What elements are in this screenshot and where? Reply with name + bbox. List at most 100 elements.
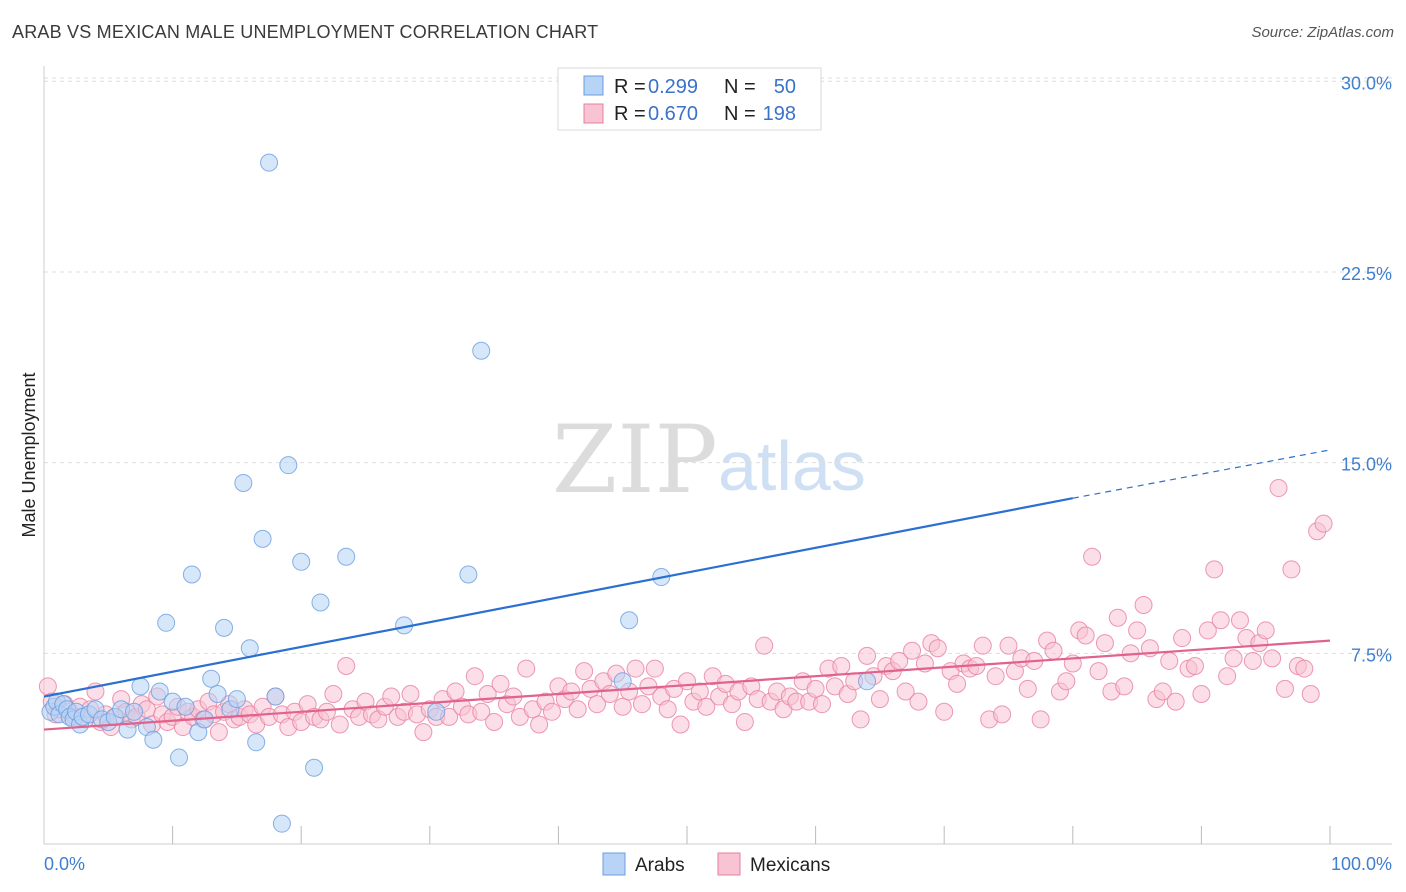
arabs-point (170, 748, 189, 767)
chart-title: ARAB VS MEXICAN MALE UNEMPLOYMENT CORREL… (12, 22, 599, 42)
mexicans-point (1128, 621, 1147, 640)
arabs-point (427, 702, 446, 721)
x-tick-label-min: 0.0% (44, 854, 85, 874)
mexicans-point (973, 636, 992, 655)
mexicans-point (446, 682, 465, 701)
arabs-point (613, 672, 632, 691)
mexicans-point (658, 700, 677, 719)
mexicans-point (1224, 649, 1243, 668)
mexicans-point (517, 659, 536, 678)
arabs-point (227, 690, 246, 709)
mexicans-point (472, 702, 491, 721)
mexicans-point (1095, 634, 1114, 653)
mexicans-point (1185, 657, 1204, 676)
arabs-point (311, 593, 330, 612)
mexicans-point (1256, 621, 1275, 640)
watermark-atlas: atlas (718, 427, 866, 505)
arabs-point (131, 677, 150, 696)
y-tick-label: 15.0% (1341, 455, 1392, 475)
watermark-zip: ZIP (552, 406, 718, 515)
mexicans-point (832, 657, 851, 676)
mexicans-point (632, 695, 651, 714)
mexicans-point (755, 636, 774, 655)
arabs-point (620, 611, 639, 630)
arabs-point (208, 684, 227, 703)
mexicans-point (928, 639, 947, 658)
arabs-point (247, 733, 266, 752)
mexicans-point (1192, 684, 1211, 703)
mexicans-point (896, 682, 915, 701)
arabs-point (176, 697, 195, 716)
mexicans-point (1031, 710, 1050, 729)
mexicans-point (485, 712, 504, 731)
mexicans-point (1044, 641, 1063, 660)
mexicans-point (1263, 649, 1282, 668)
arabs-point (125, 702, 144, 721)
mexicans-point (1218, 667, 1237, 686)
mexicans-point (1230, 611, 1249, 630)
mexicans-point (999, 636, 1018, 655)
mexicans-point (1160, 651, 1179, 670)
mexicans-point (1089, 662, 1108, 681)
mexicans-point (1134, 596, 1153, 615)
mexicans-point (542, 702, 561, 721)
mexicans-point (613, 697, 632, 716)
mexicans-point (1198, 621, 1217, 640)
arabs-legend-swatch (583, 75, 604, 96)
mexicans-point (1115, 677, 1134, 696)
y-tick-label: 7.5% (1351, 645, 1392, 665)
mexicans-point (851, 710, 870, 729)
trend-lines (43, 449, 1331, 731)
mexicans-bottom-swatch (717, 852, 741, 876)
arabs-n-value: 50 (774, 76, 796, 98)
mexicans-point (903, 641, 922, 660)
mexicans-point (337, 657, 356, 676)
mexicans-point (1153, 682, 1172, 701)
y-axis-tick-labels: 7.5% 15.0% 22.5% 30.0% (1341, 73, 1392, 665)
arabs-trend-extension (1072, 449, 1331, 499)
mexicans-point (645, 659, 664, 678)
arabs-point (144, 730, 163, 749)
arabs-point (279, 456, 298, 475)
mexicans-point (909, 692, 928, 711)
mexicans-point (324, 684, 343, 703)
mexicans-point (935, 702, 954, 721)
mexicans-r-label: R = (614, 103, 646, 125)
mexicans-point (1057, 672, 1076, 691)
arabs-point (240, 639, 259, 658)
mexicans-point (1269, 479, 1288, 498)
arabs-r-value: 0.299 (648, 76, 698, 98)
arabs-bottom-swatch (602, 852, 626, 876)
arabs-trend-line (43, 497, 1074, 698)
mexicans-point (568, 700, 587, 719)
arabs-r-label: R = (614, 76, 646, 98)
mexicans-point (575, 662, 594, 681)
mexicans-point (1295, 659, 1314, 678)
arabs-point (150, 682, 169, 701)
mexicans-point (414, 723, 433, 742)
mexicans-point (1275, 679, 1294, 698)
mexicans-point (1314, 514, 1333, 533)
mexicans-point (948, 674, 967, 693)
mexicans-point (600, 684, 619, 703)
arabs-point (215, 618, 234, 637)
mexicans-point (587, 695, 606, 714)
y-tick-label: 30.0% (1341, 73, 1392, 93)
mexicans-bottom-label: Mexicans (750, 855, 830, 876)
y-tick-label: 22.5% (1341, 264, 1392, 284)
mexicans-trend-line (43, 639, 1331, 731)
stats-legend: R = 0.299 N = 50 R = 0.670 N = 198 (557, 67, 822, 131)
mexicans-point (491, 674, 510, 693)
arabs-point (253, 529, 272, 548)
mexicans-point (1083, 547, 1102, 566)
x-tick-label-max: 100.0% (1331, 854, 1392, 874)
mexicans-point (317, 702, 336, 721)
mexicans-point (986, 667, 1005, 686)
arabs-point (266, 687, 285, 706)
mexicans-point (1243, 651, 1262, 670)
x-axis-ticks (172, 826, 1331, 844)
arabs-bottom-label: Arabs (635, 855, 685, 876)
mexicans-n-value: 198 (763, 103, 796, 125)
mexicans-point (858, 646, 877, 665)
mexicans-point (401, 684, 420, 703)
